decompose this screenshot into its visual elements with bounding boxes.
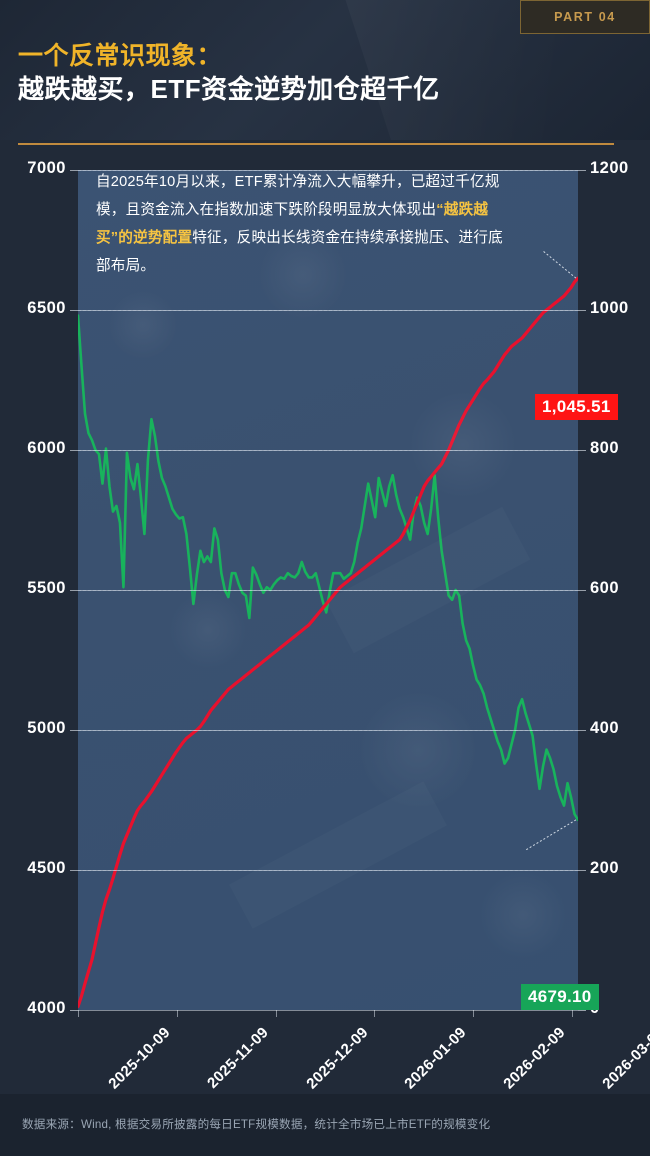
y-axis-left-tick (70, 870, 78, 871)
x-axis-tick (374, 1010, 376, 1017)
gridline-minor (78, 170, 578, 171)
annotation-text: 自2025年10月以来，ETF累计净流入大幅攀升，已超过千亿规模，且资金流入在指… (96, 168, 516, 280)
red-label-leader (541, 249, 577, 279)
annotation-segment-2: 特征，反映出长线资金在持续承接抛压、进行底部布局。 (96, 230, 503, 274)
y-axis-left-tick (70, 170, 78, 171)
gridline-major (78, 870, 578, 871)
y-axis-left-tick-label: 7000 (27, 159, 66, 177)
x-axis-tick (176, 1010, 178, 1017)
header-band: PART 04 一个反常识现象： 越跌越买，ETF资金逆势加仓超千亿 (0, 0, 650, 140)
y-axis-left-tick-label: 4000 (27, 999, 66, 1017)
gridline-major (78, 730, 578, 731)
y-axis-right-tick (578, 590, 586, 591)
y-axis-right-tick (578, 1010, 586, 1011)
y-axis-right-tick-label: 200 (590, 859, 620, 877)
y-axis-right-tick-label: 600 (590, 579, 620, 597)
bg-blob (358, 690, 478, 810)
y-axis-right-tick-label: 1000 (590, 299, 629, 317)
series-lines (78, 249, 578, 1009)
gridline-major (78, 170, 578, 171)
gridline-minor (78, 730, 578, 731)
y-axis-right-tick-label: 0 (590, 999, 650, 1018)
gridline-minor (78, 310, 578, 311)
y-axis-right-tick (578, 310, 586, 311)
bg-blob (168, 590, 248, 670)
y-axis-right-tick-label: 800 (590, 439, 620, 457)
bg-blob (108, 290, 178, 360)
y-axis-left-tick-label: 5000 (27, 719, 66, 737)
part-badge: PART 04 (520, 0, 650, 34)
x-axis-tick-label: 2026-03-09 (599, 1024, 650, 1093)
title-divider (18, 143, 614, 145)
y-axis-right-tick (578, 730, 586, 731)
data-source-note: 数据来源：Wind, 根据交易所披露的每日ETF规模数据，统计全市场已上市ETF… (22, 1118, 491, 1131)
y-axis-left-tick (70, 590, 78, 591)
x-axis-tick (78, 1010, 79, 1017)
gridline-major (78, 450, 578, 451)
y-axis-left-tick-label: 6000 (27, 439, 66, 457)
gridline-minor (78, 450, 578, 451)
annotation-highlight: “越跌越买”的逆势配置 (96, 202, 489, 246)
y-axis-right-tick-label: 1200 (590, 159, 629, 177)
plot-area (78, 170, 578, 1010)
gridline-major (78, 590, 578, 591)
gridline-major (78, 310, 578, 311)
title-line-1: 一个反常识现象： (18, 42, 223, 70)
x-axis-tick-label: 2025-10-09 (105, 1024, 174, 1093)
page-title: 一个反常识现象： 越跌越买，ETF资金逆势加仓超千亿 (18, 40, 440, 106)
bg-blob (258, 230, 348, 320)
y-axis-right-tick (578, 170, 586, 171)
x-axis-tick-label: 2025-12-09 (302, 1024, 372, 1093)
x-axis-tick-label: 2026-02-09 (500, 1024, 569, 1093)
y-axis-right-tick-label: 400 (590, 719, 620, 737)
green-label-leader (525, 819, 577, 851)
x-axis-tick (473, 1010, 475, 1017)
title-line-2: 越跌越买，ETF资金逆势加仓超千亿 (18, 74, 440, 104)
gridline-minor (78, 590, 578, 591)
x-axis-line (78, 1010, 578, 1011)
x-axis-tick-label: 2026-01-09 (401, 1024, 471, 1093)
y-axis-right-tick (578, 870, 586, 871)
y-axis-left-tick-label: 4500 (27, 859, 66, 877)
x-axis-tick (572, 1010, 573, 1017)
y-axis-right-tick (578, 450, 586, 451)
x-axis-tick-label: 2025-11-09 (203, 1024, 272, 1092)
green-value-label: 4679.10 (521, 984, 599, 1010)
gridline-minor (78, 870, 578, 871)
x-axis-tick (275, 1010, 277, 1017)
chart-panel: 4000 4500 5000 5500 6000 6500 7000 0 200 400 600 80… (0, 152, 650, 1135)
y-axis-left-tick (70, 310, 78, 311)
y-axis-left-tick-label: 5500 (27, 579, 66, 597)
bg-blob (478, 870, 568, 960)
y-axis-left-tick-label: 6500 (27, 299, 66, 317)
bg-blob (408, 390, 518, 500)
y-axis-left-tick (70, 1010, 78, 1011)
y-axis-left-tick (70, 730, 78, 731)
red-value-label: 1,045.51 (535, 394, 618, 420)
series-line-net-inflow (78, 276, 578, 1009)
y-axis-left-tick (70, 450, 78, 451)
annotation-segment-1: 自2025年10月以来，ETF累计净流入大幅攀升，已超过千亿规模，且资金流入在指… (96, 174, 500, 218)
footer: 数据来源：Wind, 根据交易所披露的每日ETF规模数据，统计全市场已上市ETF… (0, 1094, 650, 1156)
